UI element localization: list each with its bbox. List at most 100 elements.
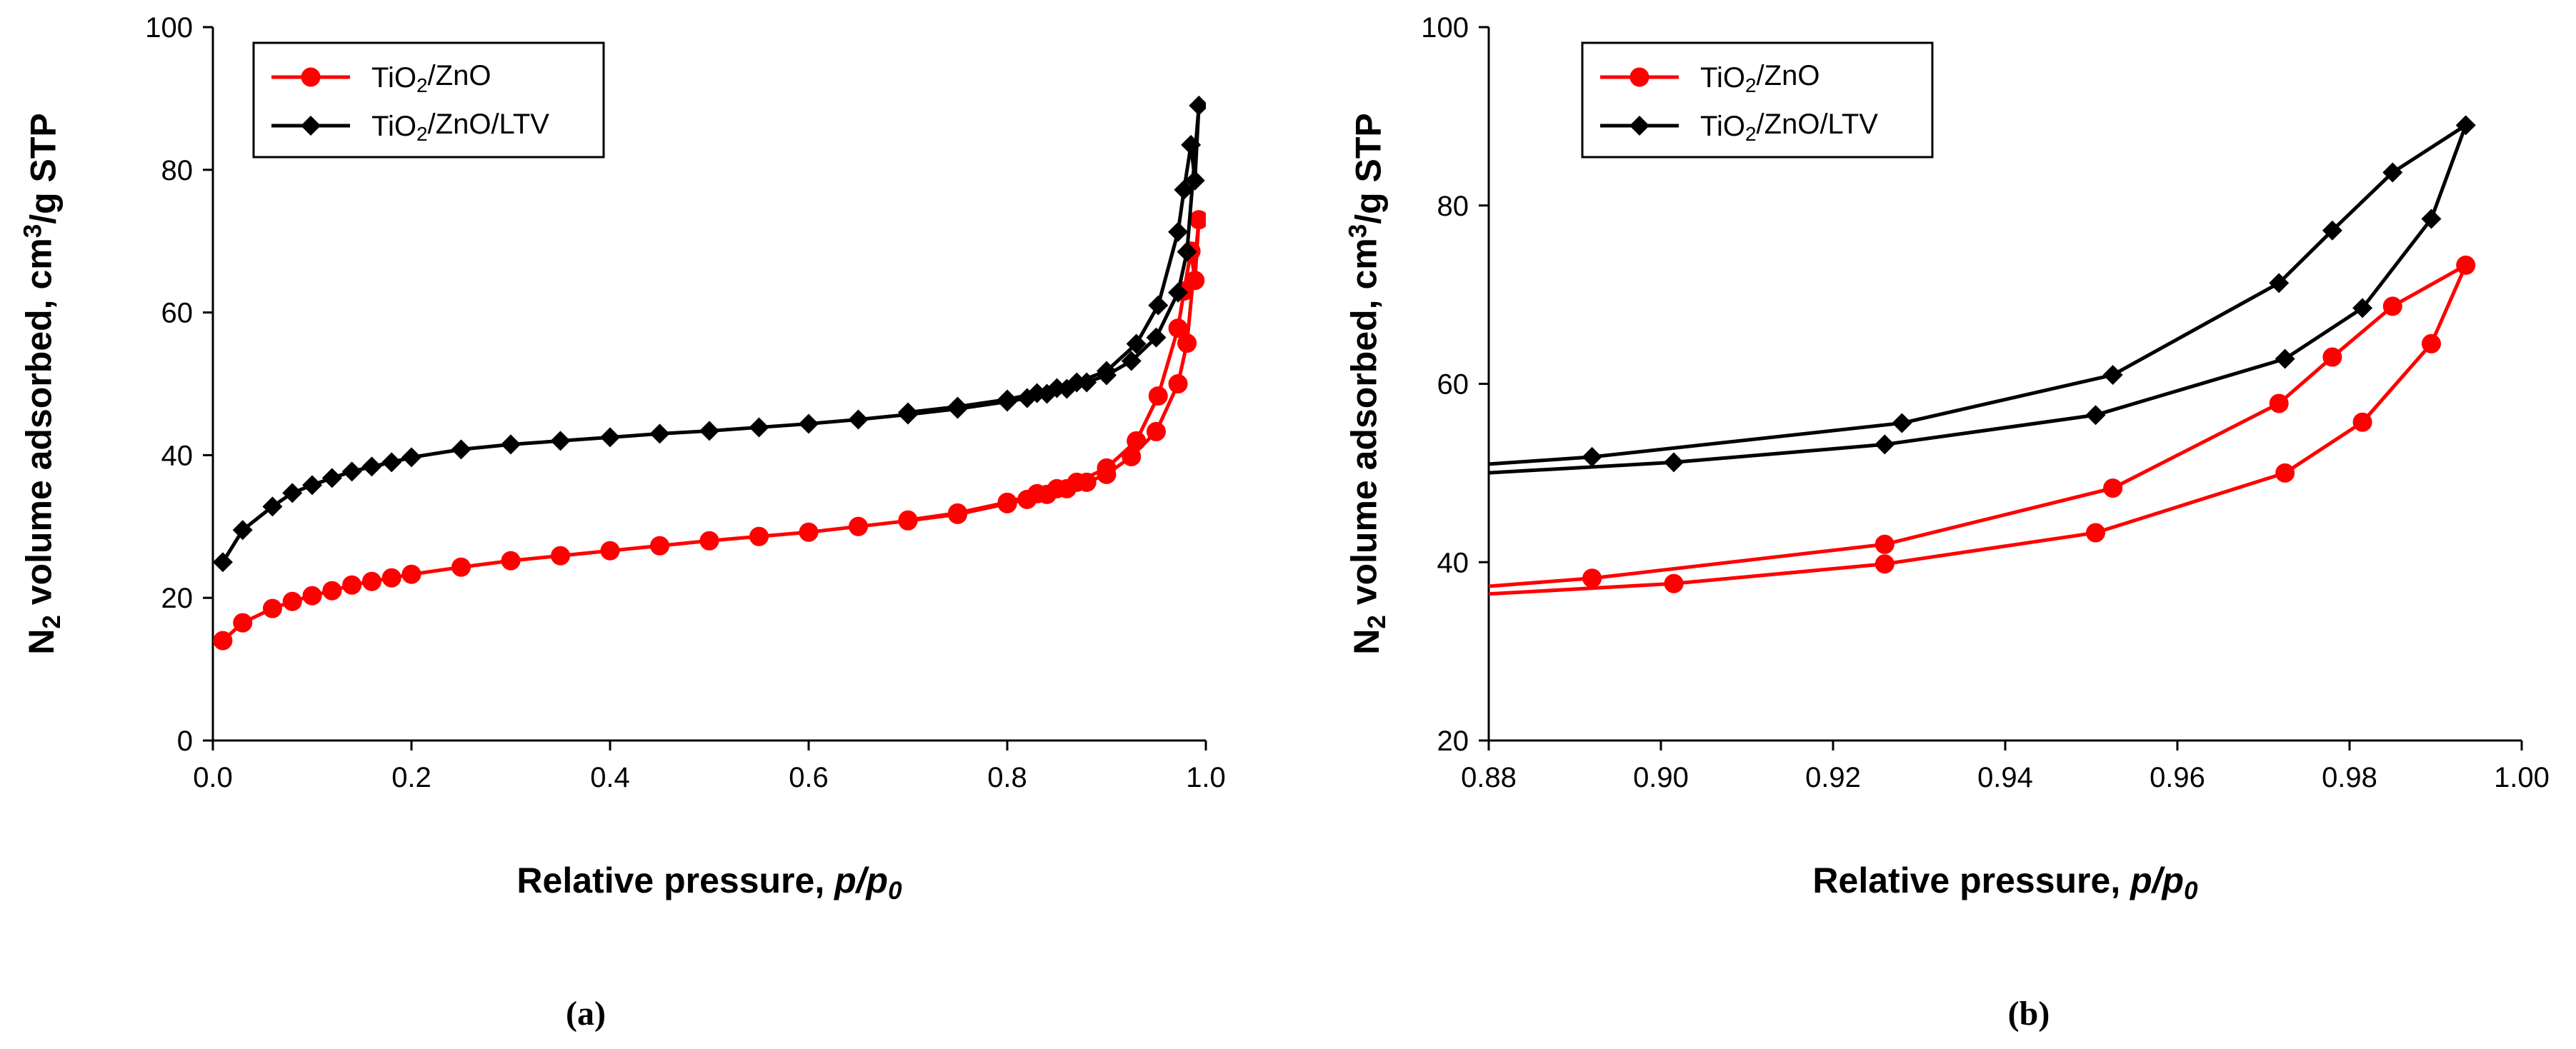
legend-box xyxy=(252,41,605,159)
y-tick-label: 20 xyxy=(161,583,194,614)
chart-caption: (a) xyxy=(566,995,606,1033)
series-line xyxy=(1489,263,2468,596)
data-point xyxy=(262,598,282,618)
data-point xyxy=(1582,446,1602,467)
x-tick-label: 0.2 xyxy=(391,762,431,793)
legend-box xyxy=(1581,41,1934,159)
data-point xyxy=(341,461,362,482)
series-tio2-zno-ltv xyxy=(213,95,1206,573)
data-point xyxy=(451,557,471,577)
data-point xyxy=(381,568,401,588)
y-tick-label: 100 xyxy=(1421,12,1469,44)
data-point xyxy=(997,492,1017,512)
data-point xyxy=(2352,412,2372,432)
data-point xyxy=(2269,393,2289,413)
data-point xyxy=(2269,273,2290,293)
data-point xyxy=(699,421,719,441)
data-point xyxy=(699,531,719,551)
data-point xyxy=(282,483,303,503)
data-point xyxy=(1874,534,1894,554)
x-axis-title: Relative pressure, p/p0 xyxy=(1812,860,2198,905)
y-tick-label: 40 xyxy=(1437,547,1469,578)
x-tick-label: 0.92 xyxy=(1805,762,1861,793)
data-point xyxy=(1181,134,1202,155)
y-tick-label: 60 xyxy=(161,298,194,329)
data-point xyxy=(232,520,253,541)
data-point xyxy=(799,522,819,542)
data-point xyxy=(381,452,402,473)
x-tick-label: 0.96 xyxy=(2150,762,2205,793)
data-point xyxy=(1168,374,1188,393)
chart-caption: (b) xyxy=(2008,995,2050,1033)
data-point xyxy=(1168,221,1189,242)
data-point xyxy=(1664,452,1684,473)
x-tick-label: 0.94 xyxy=(1977,762,2033,793)
y-axis-title: N2 volume adsorbed, cm3/g STP xyxy=(19,113,66,655)
x-tick-label: 0.98 xyxy=(2322,762,2377,793)
data-point xyxy=(2322,220,2342,241)
data-point xyxy=(401,564,421,584)
data-point xyxy=(1097,361,1117,381)
data-point xyxy=(213,552,233,573)
chart-b: 20 40 60 80 100 0.88 0.90 0.92 0.94 0.96 0.98 1.00 T… xyxy=(1344,12,2550,1033)
data-point xyxy=(1874,554,1894,574)
data-point xyxy=(1067,472,1087,492)
data-point xyxy=(2102,365,2123,386)
x-tick-label: 0.88 xyxy=(1461,762,1517,793)
data-point xyxy=(501,434,521,455)
data-point xyxy=(2421,333,2441,353)
data-point xyxy=(2275,348,2295,369)
y-tick-label: 100 xyxy=(145,12,193,44)
data-point xyxy=(948,503,967,523)
data-point xyxy=(2322,347,2342,367)
data-point xyxy=(947,396,968,417)
y-tick-label: 0 xyxy=(177,726,193,757)
data-point xyxy=(1097,458,1117,478)
x-tick-label: 0.4 xyxy=(590,762,630,793)
data-point xyxy=(1189,95,1206,116)
data-point xyxy=(1148,386,1168,406)
legend-marker xyxy=(1629,116,1649,136)
data-point xyxy=(1168,282,1189,303)
data-point xyxy=(1027,483,1047,503)
y-tick-label: 40 xyxy=(161,440,194,471)
y-tick-label: 80 xyxy=(161,155,194,186)
data-point xyxy=(501,551,521,571)
legend-marker xyxy=(301,116,321,136)
data-point xyxy=(451,439,471,460)
legend-label: TiO2/ZnO xyxy=(1700,60,1819,96)
data-point xyxy=(600,541,620,561)
data-point xyxy=(1027,383,1047,403)
x-tick-label: 0.8 xyxy=(987,762,1027,793)
data-point xyxy=(650,536,669,556)
data-point xyxy=(1582,568,1602,588)
data-point xyxy=(898,402,918,423)
data-point xyxy=(302,586,322,606)
legend-label: TiO2/ZnO/LTV xyxy=(1700,109,1878,145)
x-tick-label: 0.0 xyxy=(193,762,233,793)
legend-label: TiO2/ZnO/LTV xyxy=(371,109,549,145)
data-point xyxy=(600,427,620,448)
data-point xyxy=(2275,463,2295,483)
data-point xyxy=(1047,478,1067,498)
data-point xyxy=(551,546,570,566)
data-point xyxy=(2456,255,2476,275)
series-tio2-zno xyxy=(1489,255,2476,596)
data-point xyxy=(898,510,918,530)
data-point xyxy=(1874,434,1895,455)
x-tick-label: 0.90 xyxy=(1633,762,1689,793)
data-point xyxy=(799,413,819,434)
data-point xyxy=(401,447,421,468)
data-point xyxy=(1126,333,1147,354)
legend: TiO2/ZnO TiO2/ZnO/LTV xyxy=(1581,41,1934,159)
data-point xyxy=(749,526,769,546)
data-point xyxy=(2382,162,2403,183)
x-tick-label: 1.00 xyxy=(2494,762,2550,793)
x-tick-label: 1.0 xyxy=(1186,762,1226,793)
data-point xyxy=(1664,573,1684,593)
data-point xyxy=(1127,431,1147,451)
data-point xyxy=(649,423,670,444)
data-point xyxy=(2086,523,2106,543)
